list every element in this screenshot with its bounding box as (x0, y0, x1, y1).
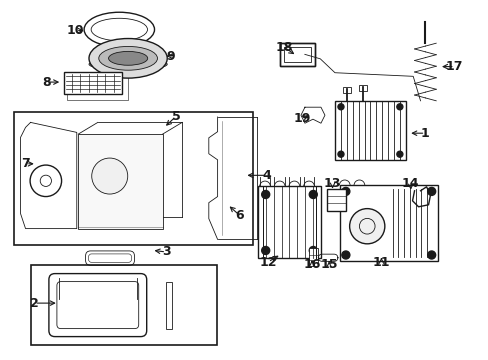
Bar (334, 101, 405, 160)
Circle shape (337, 104, 343, 110)
Circle shape (308, 190, 317, 198)
Bar (358, 85, 366, 91)
Ellipse shape (108, 51, 147, 65)
Text: 19: 19 (293, 112, 310, 125)
Bar (326, 189, 346, 211)
Bar (66, 75, 128, 100)
Ellipse shape (89, 58, 167, 70)
Bar (284, 47, 311, 62)
Ellipse shape (89, 39, 167, 78)
Bar (166, 282, 172, 329)
Text: 7: 7 (21, 157, 30, 170)
Text: 14: 14 (401, 177, 419, 190)
Bar (280, 43, 315, 66)
Text: 8: 8 (42, 76, 51, 89)
Text: 17: 17 (445, 60, 463, 73)
Bar (257, 186, 321, 258)
Circle shape (337, 151, 343, 157)
Bar (78, 134, 162, 229)
Circle shape (349, 208, 384, 244)
Circle shape (92, 158, 127, 194)
Circle shape (341, 188, 349, 195)
Circle shape (427, 251, 435, 259)
Text: 3: 3 (162, 246, 170, 258)
Bar (308, 248, 317, 266)
Circle shape (261, 247, 269, 255)
Bar (31, 265, 216, 345)
Bar (14, 112, 253, 245)
Text: 1: 1 (420, 127, 429, 140)
Bar (339, 185, 437, 261)
Circle shape (308, 247, 317, 255)
Text: 2: 2 (30, 297, 39, 310)
Circle shape (396, 151, 402, 157)
Circle shape (396, 104, 402, 110)
Text: 9: 9 (166, 50, 175, 63)
Ellipse shape (99, 46, 157, 70)
Text: 13: 13 (323, 177, 341, 190)
Bar (280, 43, 315, 66)
Text: 12: 12 (259, 256, 276, 269)
Text: 10: 10 (67, 24, 84, 37)
Bar (342, 87, 350, 93)
Bar (386, 189, 432, 257)
Circle shape (341, 251, 349, 259)
Text: 11: 11 (372, 256, 389, 269)
Text: 16: 16 (303, 258, 320, 271)
Circle shape (261, 190, 269, 198)
Text: 15: 15 (320, 258, 337, 271)
Text: 18: 18 (275, 41, 293, 54)
Bar (63, 72, 122, 94)
Text: 5: 5 (171, 110, 180, 123)
Circle shape (427, 188, 435, 195)
Text: 6: 6 (235, 209, 244, 222)
Text: 4: 4 (262, 169, 270, 182)
FancyBboxPatch shape (49, 274, 146, 337)
